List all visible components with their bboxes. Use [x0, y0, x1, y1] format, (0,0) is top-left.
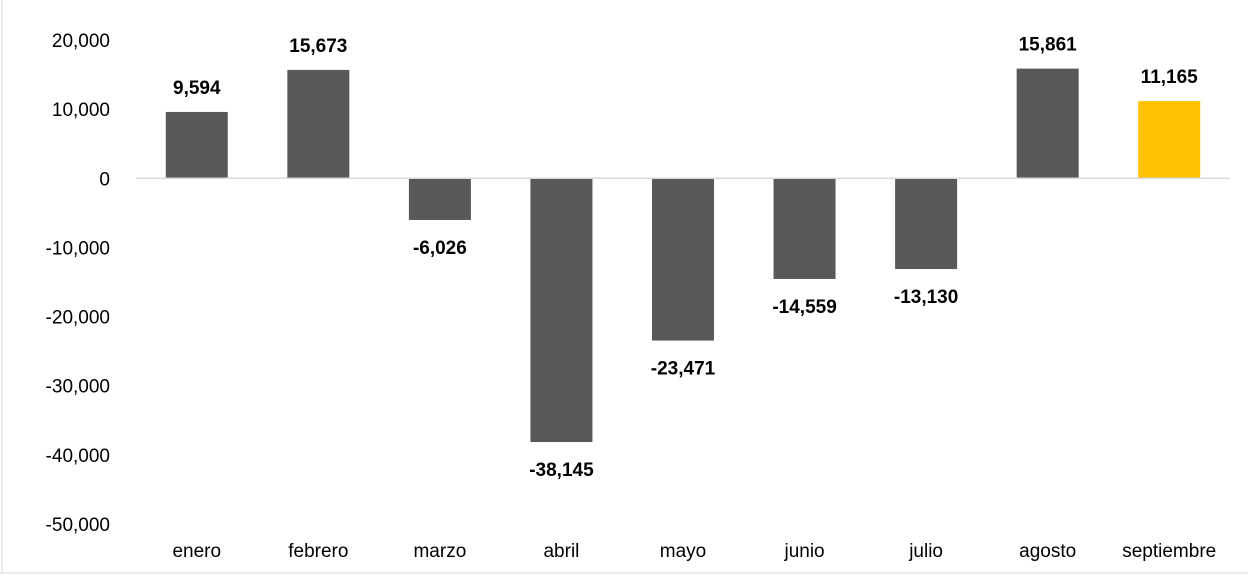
bar-julio — [895, 178, 958, 270]
data-label-febrero: 15,673 — [289, 36, 347, 57]
data-label-abril: -38,145 — [529, 460, 594, 481]
x-tick-label-agosto: agosto — [1019, 541, 1076, 562]
y-tick-label: 0 — [99, 169, 110, 190]
bar-enero — [165, 111, 228, 179]
data-label-junio: -14,559 — [772, 297, 836, 318]
data-label-mayo: -23,471 — [651, 359, 716, 380]
bar-agosto — [1016, 68, 1079, 179]
x-tick-label-mayo: mayo — [660, 541, 706, 562]
y-tick-label: -20,000 — [46, 308, 110, 329]
bar-abril — [530, 178, 593, 443]
bar-febrero — [287, 69, 350, 179]
bar-junio — [773, 178, 836, 279]
x-tick-label-septiembre: septiembre — [1122, 541, 1216, 562]
bar-septiembre — [1138, 101, 1201, 179]
x-tick-label-febrero: febrero — [288, 541, 348, 562]
x-tick-label-abril: abril — [543, 541, 579, 562]
chart-title — [0, 0, 1248, 2]
bars — [165, 68, 1201, 443]
x-tick-label-julio: julio — [908, 541, 943, 562]
y-tick-label: 10,000 — [52, 100, 110, 121]
data-label-septiembre: 11,165 — [1141, 67, 1198, 88]
y-tick-label: -40,000 — [46, 446, 110, 467]
bar-mayo — [652, 178, 714, 341]
x-tick-label-marzo: marzo — [413, 541, 466, 562]
y-tick-label: -30,000 — [46, 377, 110, 398]
data-labels: 9,594 15,673 -6,026 -38,145 -23,471 -14,559 -1… — [173, 35, 1198, 481]
y-tick-label: -50,000 — [46, 515, 110, 536]
x-axis: enero febrero marzo abril mayo junio julio agos… — [172, 541, 1216, 562]
data-label-marzo: -6,026 — [413, 238, 467, 259]
y-tick-label: 20,000 — [52, 31, 110, 52]
x-tick-label-enero: enero — [172, 541, 221, 562]
x-tick-label-junio: junio — [783, 541, 824, 562]
data-label-agosto: 15,861 — [1019, 35, 1078, 56]
bar-marzo — [408, 178, 471, 220]
data-label-julio: -13,130 — [894, 287, 958, 308]
data-label-enero: 9,594 — [173, 78, 221, 99]
y-tick-label: -10,000 — [46, 238, 110, 259]
